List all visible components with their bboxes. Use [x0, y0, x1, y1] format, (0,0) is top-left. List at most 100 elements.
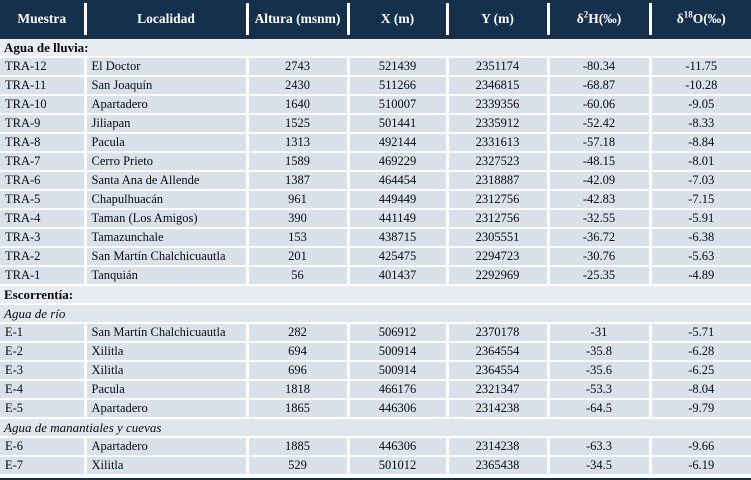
table-row: TRA-4 Taman (Los Amigos) 390 441149 2312756-…	[0, 208, 751, 229]
table-bottom-border	[0, 478, 751, 480]
cell: 1818	[245, 379, 350, 400]
cell: E-3	[0, 360, 87, 381]
cell: 2743	[245, 56, 350, 77]
cell: TRA-6	[0, 170, 87, 191]
subsection-row: Agua de río	[0, 303, 751, 324]
cell: -6.25	[648, 360, 751, 381]
cell: -80.34	[546, 56, 652, 77]
cell: TRA-8	[0, 132, 87, 153]
cell: -11.75	[648, 56, 751, 77]
cell: 449449	[346, 189, 449, 210]
cell: TRA-4	[0, 208, 87, 229]
cell: 2430	[245, 75, 350, 96]
cell: Apartadero	[83, 436, 249, 457]
cell: -35.8	[546, 341, 652, 362]
cell: Santa Ana de Allende	[83, 170, 249, 191]
cell: 2327523	[445, 151, 550, 172]
cell: 1885	[245, 436, 350, 457]
table-row: TRA-2 San Martín Chalchicuautla 201 425475 2…	[0, 246, 751, 267]
cell: -60.06	[546, 94, 652, 115]
cell: Chapulhuacán	[83, 189, 249, 210]
cell: -8.04	[648, 379, 751, 400]
cell: 1640	[245, 94, 350, 115]
table-row: E-3 Xilitla 696 500914 2364554 -35.6 -6.25	[0, 360, 751, 381]
cell: TRA-12	[0, 56, 87, 77]
cell: 282	[245, 322, 350, 343]
table-row: E-5 Apartadero 1865 446306 2314238 -64.5 -9.79	[0, 398, 751, 419]
cell: -31	[546, 322, 652, 343]
cell: -30.76	[546, 246, 652, 267]
cell: 2292969	[445, 265, 550, 286]
table-row: TRA-6 Santa Ana de Allende 1387 464454 23188…	[0, 170, 751, 191]
cell: San Joaquín	[83, 75, 249, 96]
cell: 529	[245, 455, 350, 476]
cell: -8.01	[648, 151, 751, 172]
cell: 464454	[346, 170, 449, 191]
cell: 2351174	[445, 56, 550, 77]
cell: 2364554	[445, 360, 550, 381]
cell: San Martín Chalchicuautla	[83, 322, 249, 343]
cell: -7.03	[648, 170, 751, 191]
column-header-3: X (m)	[346, 3, 449, 39]
cell: E-7	[0, 455, 87, 476]
cell: -5.91	[648, 208, 751, 229]
section-label: Escorrentía:	[0, 284, 751, 305]
cell: 446306	[346, 398, 449, 419]
column-header-2: Altura (msnm)	[245, 3, 350, 39]
cell: 201	[245, 246, 350, 267]
cell: -36.72	[546, 227, 652, 248]
cell: 2314238	[445, 398, 550, 419]
cell: Xilitla	[83, 341, 249, 362]
cell: 2314238	[445, 436, 550, 457]
cell: -53.3	[546, 379, 652, 400]
cell: El Doctor	[83, 56, 249, 77]
table-row: TRA-1 Tanquián 56 401437 2292969 -25.35 -4.89	[0, 265, 751, 286]
cell: -4.89	[648, 265, 751, 286]
cell: 501441	[346, 113, 449, 134]
column-header-1: Localidad	[83, 3, 249, 39]
cell: Tamazunchale	[83, 227, 249, 248]
cell: Xilitla	[83, 360, 249, 381]
subsection-label: Agua de río	[0, 303, 751, 324]
table-row: TRA-11 San Joaquín 2430 511266 2346815 -68.87…	[0, 75, 751, 96]
table-row: E-6 Apartadero 1885 446306 2314238 -63.3 -9.66	[0, 436, 751, 457]
cell: TRA-3	[0, 227, 87, 248]
cell: -8.84	[648, 132, 751, 153]
cell: -68.87	[546, 75, 652, 96]
cell: Pacula	[83, 132, 249, 153]
cell: Taman (Los Amigos)	[83, 208, 249, 229]
cell: -32.55	[546, 208, 652, 229]
header-row: Muestra Localidad Altura (msnm) X (m) Y (m) δ…	[0, 3, 751, 39]
cell: TRA-11	[0, 75, 87, 96]
table-row: TRA-3 Tamazunchale 153 438715 2305551 -36.72-…	[0, 227, 751, 248]
cell: TRA-2	[0, 246, 87, 267]
cell: -64.5	[546, 398, 652, 419]
cell: 696	[245, 360, 350, 381]
column-header-6: δ18O(‰)	[648, 3, 751, 39]
cell: Xilitla	[83, 455, 249, 476]
cell: -48.15	[546, 151, 652, 172]
cell: 500914	[346, 341, 449, 362]
cell: 425475	[346, 246, 449, 267]
cell: -42.83	[546, 189, 652, 210]
cell: -52.42	[546, 113, 652, 134]
cell: -34.5	[546, 455, 652, 476]
cell: 2370178	[445, 322, 550, 343]
cell: 2335912	[445, 113, 550, 134]
section-row: Agua de lluvia:	[0, 36, 751, 58]
column-header-4: Y (m)	[445, 3, 550, 39]
cell: -35.6	[546, 360, 652, 381]
cell: 2305551	[445, 227, 550, 248]
section-label: Agua de lluvia:	[0, 36, 751, 58]
cell: TRA-10	[0, 94, 87, 115]
cell: 501012	[346, 455, 449, 476]
subsection-row: Agua de manantiales y cuevas	[0, 417, 751, 438]
table-row: TRA-7 Cerro Prieto 1589 469229 2327523 -48.15…	[0, 151, 751, 172]
cell: -7.15	[648, 189, 751, 210]
cell: 466176	[346, 379, 449, 400]
cell: Pacula	[83, 379, 249, 400]
cell: 2364554	[445, 341, 550, 362]
cell: 2339356	[445, 94, 550, 115]
cell: 390	[245, 208, 350, 229]
table-row: TRA-8 Pacula 1313 492144 2331613 -57.18 -8.84	[0, 132, 751, 153]
